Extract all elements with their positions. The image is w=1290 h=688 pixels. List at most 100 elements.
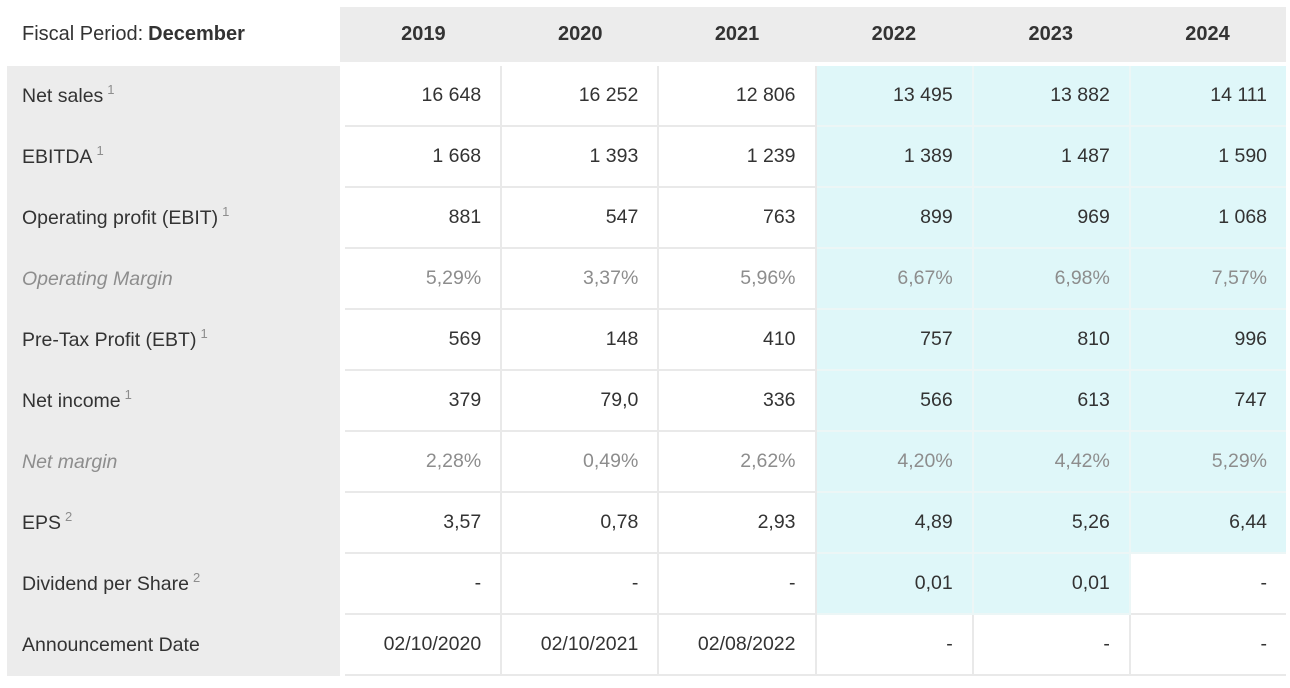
cell-dividend-per-share-2023: 0,01 — [973, 554, 1131, 615]
cell-dividend-per-share-2024: - — [1130, 554, 1287, 615]
cell-operating-profit-ebit-2022: 899 — [816, 188, 974, 249]
table-row-pre-tax-profit-ebt: 569 148 410 757 810 996 — [345, 310, 1287, 371]
row-label-text: Announcement Date — [22, 634, 200, 656]
row-label-text: Operating profit (EBIT) — [22, 207, 219, 229]
row-label-text: Net margin — [22, 451, 118, 473]
cell-announcement-date-2024: - — [1130, 615, 1287, 676]
row-label-text: Operating Margin — [22, 268, 173, 290]
cell-pre-tax-profit-ebt-2020: 148 — [502, 310, 660, 371]
footnote-ref-1: 1 — [222, 204, 230, 219]
cell-dividend-per-share-2021: - — [659, 554, 817, 615]
row-label-text: EPS — [22, 512, 62, 534]
cell-net-income-2021: 336 — [659, 371, 817, 432]
row-label-text: Net income — [22, 390, 121, 412]
row-label-announcement-date: Announcement Date — [7, 615, 340, 676]
cell-pre-tax-profit-ebt-2024: 996 — [1130, 310, 1287, 371]
table-row-operating-profit-ebit: 881 547 763 899 969 1 068 — [345, 188, 1287, 249]
cell-pre-tax-profit-ebt-2023: 810 — [973, 310, 1131, 371]
cell-ebitda-2024: 1 590 — [1130, 127, 1287, 188]
year-header-2020: 2020 — [557, 23, 603, 45]
cell-ebitda-2022: 1 389 — [816, 127, 974, 188]
cell-announcement-date-2022: - — [816, 615, 974, 676]
cell-ebitda-2023: 1 487 — [973, 127, 1131, 188]
cell-eps-2021: 2,93 — [659, 493, 817, 554]
cell-operating-margin-2024: 7,57% — [1130, 249, 1287, 310]
cell-eps-2024: 6,44 — [1130, 493, 1287, 554]
cell-net-income-2020: 79,0 — [502, 371, 660, 432]
fiscal-period-header: Fiscal Period: December — [7, 7, 340, 62]
cell-net-margin-2022: 4,20% — [816, 432, 974, 493]
row-label-ebitda: EBITDA 1 — [7, 127, 340, 188]
row-label-text: Dividend per Share — [22, 573, 189, 595]
table-header-row: Fiscal Period: December 2019 2020 2021 2022… — [7, 7, 1286, 62]
table-row-dividend-per-share: - - -0,01 0,01- — [345, 554, 1287, 615]
year-headers-strip: 2019 2020 2021 2022 2023 2024 — [340, 7, 1286, 62]
table-row-announcement-date: 02/10/2020 02/10/2021 02/08/2022- - - — [345, 615, 1287, 676]
cell-net-margin-2021: 2,62% — [659, 432, 817, 493]
cell-net-margin-2023: 4,42% — [973, 432, 1131, 493]
fiscal-period-value: December — [148, 23, 245, 45]
cell-net-income-2024: 747 — [1130, 371, 1287, 432]
cell-operating-margin-2020: 3,37% — [502, 249, 660, 310]
cell-net-sales-2020: 16 252 — [502, 66, 660, 127]
cell-announcement-date-2023: - — [973, 615, 1131, 676]
cell-operating-margin-2022: 6,67% — [816, 249, 974, 310]
cell-ebitda-2020: 1 393 — [502, 127, 660, 188]
cell-pre-tax-profit-ebt-2019: 569 — [345, 310, 503, 371]
footnote-ref-2: 2 — [192, 570, 201, 585]
fiscal-period-label: Fiscal Period: — [22, 23, 144, 45]
footnote-ref-1: 1 — [200, 326, 208, 341]
cell-operating-margin-2019: 5,29% — [345, 249, 503, 310]
footnote-ref-2: 2 — [65, 509, 73, 524]
row-label-net-margin: Net margin — [7, 432, 340, 493]
cell-operating-margin-2021: 5,96% — [659, 249, 817, 310]
cell-ebitda-2019: 1 668 — [345, 127, 503, 188]
row-label-text: Pre-Tax Profit (EBT) — [22, 329, 197, 351]
row-label-text: EBITDA — [22, 146, 93, 168]
cell-net-income-2019: 379 — [345, 371, 503, 432]
row-labels-column: Net sales 1 EBITDA 1 Operating profit (EBIT)… — [7, 66, 340, 676]
footnote-ref-1: 1 — [107, 82, 115, 97]
row-label-text: Net sales — [22, 85, 104, 107]
data-grid: 16 648 16 252 12 806 13 495 13 882 14 111 1 66… — [345, 66, 1287, 676]
table-row-net-sales: 16 648 16 252 12 806 13 495 13 882 14 111 — [345, 66, 1287, 127]
cell-net-sales-2024: 14 111 — [1130, 66, 1287, 127]
cell-net-income-2022: 566 — [816, 371, 974, 432]
cell-pre-tax-profit-ebt-2022: 757 — [816, 310, 974, 371]
year-header-2023: 2023 — [1028, 23, 1073, 45]
cell-dividend-per-share-2020: - — [502, 554, 660, 615]
cell-net-sales-2023: 13 882 — [973, 66, 1131, 127]
year-header-2021: 2021 — [714, 23, 760, 45]
cell-operating-profit-ebit-2021: 763 — [659, 188, 817, 249]
cell-eps-2020: 0,78 — [502, 493, 660, 554]
footnote-ref-1: 1 — [124, 387, 132, 402]
row-label-pre-tax-profit-ebt: Pre-Tax Profit (EBT) 1 — [7, 310, 340, 371]
cell-net-margin-2024: 5,29% — [1130, 432, 1287, 493]
cell-dividend-per-share-2019: - — [345, 554, 503, 615]
cell-net-margin-2019: 2,28% — [345, 432, 503, 493]
table-row-ebitda: 1 668 1 393 1 239 1 389 1 487 1 590 — [345, 127, 1287, 188]
cell-net-income-2023: 613 — [973, 371, 1131, 432]
table-row-net-income: 379 79,0 336 566 613 747 — [345, 371, 1287, 432]
cell-operating-profit-ebit-2019: 881 — [345, 188, 503, 249]
row-label-operating-margin: Operating Margin — [7, 249, 340, 310]
table-row-net-margin: 2,28% 0,49% 2,62% 4,20% 4,42% 5,29% — [345, 432, 1287, 493]
row-label-net-income: Net income 1 — [7, 371, 340, 432]
cell-operating-profit-ebit-2024: 1 068 — [1130, 188, 1287, 249]
cell-announcement-date-2021: 02/08/2022 — [659, 615, 817, 676]
year-header-2024: 2024 — [1185, 23, 1230, 45]
cell-net-sales-2021: 12 806 — [659, 66, 817, 127]
cell-eps-2023: 5,26 — [973, 493, 1131, 554]
cell-ebitda-2021: 1 239 — [659, 127, 817, 188]
table-row-eps: 3,57 0,78 2,93 4,89 5,26 6,44 — [345, 493, 1287, 554]
cell-net-sales-2019: 16 648 — [345, 66, 503, 127]
cell-announcement-date-2020: 02/10/2021 — [502, 615, 660, 676]
cell-net-margin-2020: 0,49% — [502, 432, 660, 493]
cell-net-sales-2022: 13 495 — [816, 66, 974, 127]
row-label-operating-profit-ebit: Operating profit (EBIT) 1 — [7, 188, 340, 249]
cell-operating-profit-ebit-2023: 969 — [973, 188, 1131, 249]
cell-pre-tax-profit-ebt-2021: 410 — [659, 310, 817, 371]
cell-dividend-per-share-2022: 0,01 — [816, 554, 974, 615]
cell-announcement-date-2019: 02/10/2020 — [345, 615, 503, 676]
